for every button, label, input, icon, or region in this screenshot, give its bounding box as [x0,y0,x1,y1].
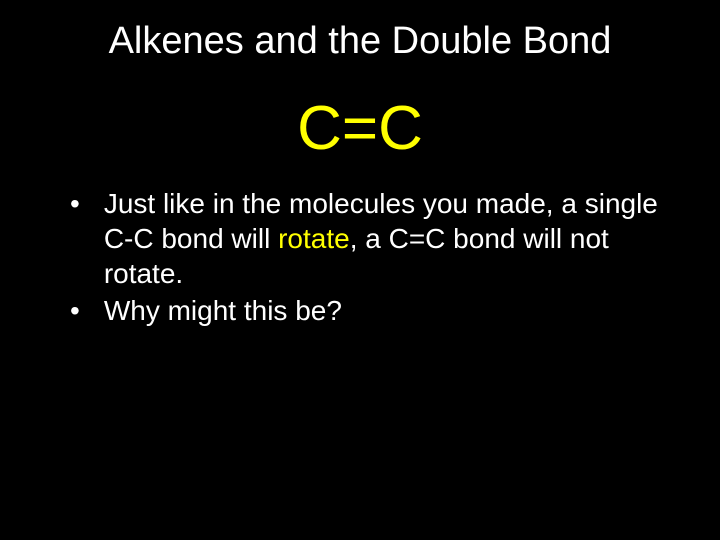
slide-title: Alkenes and the Double Bond [0,20,720,63]
bullet-marker: • [70,293,104,328]
bullet-text: Just like in the molecules you made, a s… [104,186,670,291]
bullet-marker: • [70,186,104,221]
list-item: • Just like in the molecules you made, a… [70,186,670,291]
bullet-list: • Just like in the molecules you made, a… [0,186,720,328]
chemical-formula: C=C [0,93,720,164]
bullet-text: Why might this be? [104,293,670,328]
list-item: • Why might this be? [70,293,670,328]
text-pre: Why might this be? [104,295,342,326]
highlight-word: rotate [278,223,350,254]
